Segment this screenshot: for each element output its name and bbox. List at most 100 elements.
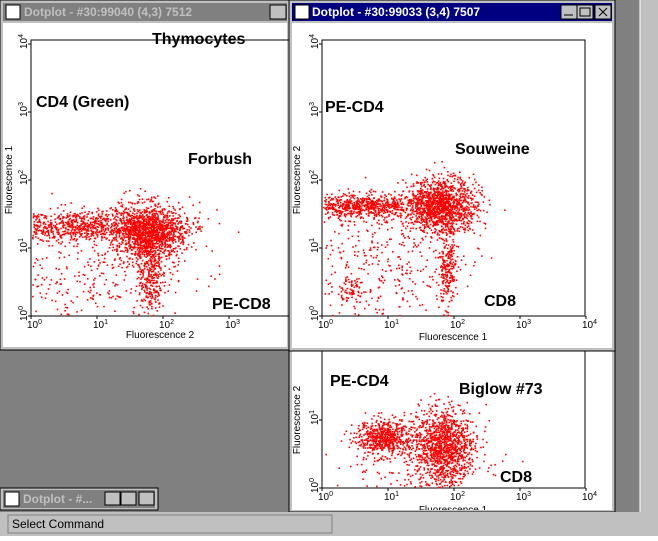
dot	[144, 291, 146, 293]
dot	[45, 297, 47, 299]
dot	[432, 437, 434, 439]
minimize-button[interactable]	[270, 5, 286, 19]
dot	[94, 238, 96, 240]
dot	[421, 486, 423, 488]
dot	[445, 416, 447, 418]
dot	[137, 194, 139, 196]
dot	[153, 270, 155, 272]
dot	[465, 428, 467, 430]
dot	[432, 405, 434, 407]
dot	[505, 454, 507, 456]
dot	[447, 396, 449, 398]
dot	[159, 253, 161, 255]
dot	[349, 196, 351, 198]
dot	[145, 232, 147, 234]
dot	[149, 231, 151, 233]
dot	[384, 206, 386, 208]
dot	[485, 404, 487, 406]
window-icon[interactable]	[295, 5, 309, 19]
dot	[111, 226, 113, 228]
dot	[471, 441, 473, 443]
dot	[105, 253, 107, 255]
dot	[452, 478, 454, 480]
dot	[142, 214, 144, 216]
dot	[408, 473, 410, 475]
dot	[70, 232, 72, 234]
dot	[326, 204, 328, 206]
dot	[117, 214, 119, 216]
dot	[140, 212, 142, 214]
tick-base: 10	[19, 173, 30, 185]
dot	[67, 229, 69, 231]
dot	[174, 222, 176, 224]
dot	[128, 214, 130, 216]
dot	[416, 456, 418, 458]
dot	[153, 315, 155, 317]
dot	[118, 223, 120, 225]
dot	[147, 269, 149, 271]
dot	[89, 292, 91, 294]
dot	[140, 188, 142, 190]
dot	[96, 220, 98, 222]
dot	[397, 432, 399, 434]
dot	[112, 296, 114, 298]
dot	[382, 431, 384, 433]
dot	[113, 247, 115, 249]
dot	[52, 245, 54, 247]
dot	[157, 206, 159, 208]
maximize-button[interactable]	[577, 5, 593, 19]
dot	[134, 230, 136, 232]
dot	[345, 220, 347, 222]
dot	[37, 243, 39, 245]
dot	[453, 472, 455, 474]
dot	[438, 477, 440, 479]
dot	[117, 216, 119, 218]
dot	[467, 441, 469, 443]
dot	[81, 310, 83, 312]
scrollbar[interactable]	[640, 0, 658, 512]
dot	[444, 472, 446, 474]
dot	[468, 434, 470, 436]
dot	[458, 485, 460, 487]
dot	[435, 400, 437, 402]
dot	[96, 292, 98, 294]
dot	[137, 253, 139, 255]
dot	[435, 422, 437, 424]
dot	[68, 314, 70, 316]
dot	[134, 203, 136, 205]
window-icon[interactable]	[6, 5, 20, 19]
dot	[440, 474, 442, 476]
tick-base: 10	[93, 320, 105, 331]
dot	[383, 459, 385, 461]
dot	[73, 219, 75, 221]
dot	[444, 436, 446, 438]
dot	[426, 422, 428, 424]
dot	[469, 452, 471, 454]
dot	[136, 217, 138, 219]
dot	[375, 437, 377, 439]
dot	[199, 228, 201, 230]
dot	[179, 221, 181, 223]
dot	[125, 207, 127, 209]
dot	[48, 224, 50, 226]
minimize-button[interactable]	[561, 5, 577, 19]
dot	[403, 428, 405, 430]
dot	[379, 440, 381, 442]
dot	[455, 470, 457, 472]
dot	[467, 471, 469, 473]
dot	[169, 206, 171, 208]
dot	[84, 218, 86, 220]
dot	[38, 216, 40, 218]
dot	[55, 221, 57, 223]
dot	[160, 282, 162, 284]
dot	[358, 442, 360, 444]
dot	[98, 210, 100, 212]
dot	[187, 229, 189, 231]
dot	[446, 448, 448, 450]
dot	[431, 456, 433, 458]
dot	[348, 192, 350, 194]
dot	[461, 423, 463, 425]
dot	[88, 230, 90, 232]
dot	[456, 473, 458, 475]
dot	[133, 232, 135, 234]
